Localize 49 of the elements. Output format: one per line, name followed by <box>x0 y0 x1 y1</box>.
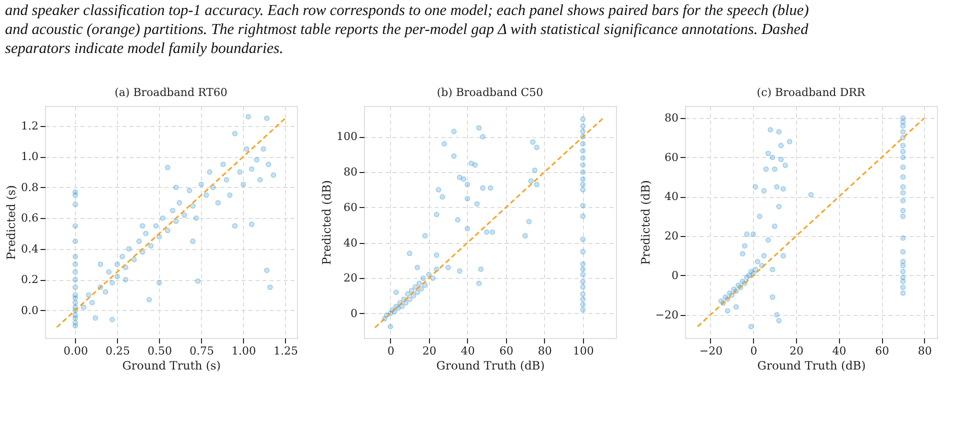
x-tick-label: 0.50 <box>147 344 172 358</box>
x-tick-label: 60 <box>875 344 890 358</box>
y-tick-label: 0 <box>672 268 678 282</box>
x-tick-label: 40 <box>832 344 846 358</box>
x-tick-label: 0.00 <box>63 344 88 358</box>
x-tick-label: 0.75 <box>189 344 214 358</box>
x-tick-label: 20 <box>422 344 436 358</box>
y-tick-label: 60 <box>664 150 678 164</box>
y-tick-label: 20 <box>344 272 358 285</box>
x-axis-title: Ground Truth (dB) <box>436 358 545 372</box>
y-axis-title: Predicted (s) <box>4 185 18 260</box>
x-tick-label: 1.25 <box>273 344 298 358</box>
text: and acoustic (orange) partitions. The rightmost table reports the per-model gap Δ with statistical significance annotations. Dashed <box>5 21 809 38</box>
y-tick-label: 40 <box>344 236 358 250</box>
x-tick-label: 80 <box>538 344 552 358</box>
y-tick-label: 1.2 <box>21 119 38 132</box>
text: and speaker classification top-1 accuracy. Each row corresponds to one model; each panel shows paired bars for the speech (blue) <box>5 2 809 20</box>
y-tick-label: 0.2 <box>21 273 38 286</box>
y-tick-label: 60 <box>344 200 358 214</box>
y-axis-title: Predicted (dB) <box>638 180 652 265</box>
chart-title: (c) Broadband DRR <box>756 86 866 99</box>
y-tick-label: 0 <box>350 306 358 320</box>
y-tick-label: 80 <box>664 112 678 125</box>
y-tick-label: −20 <box>655 308 678 322</box>
text: separators indicate model family boundaries. <box>5 40 284 58</box>
x-tick-label: 40 <box>460 344 475 358</box>
y-tick-label: 0.6 <box>21 212 38 225</box>
x-tick-label: 0 <box>750 344 758 358</box>
x-tick-label: 100 <box>572 344 594 358</box>
y-tick-label: 20 <box>664 230 678 243</box>
y-tick-label: 0.0 <box>21 304 38 317</box>
y-tick-label: 0.8 <box>21 180 38 194</box>
y-tick-label: 100 <box>336 130 358 144</box>
x-tick-label: −20 <box>699 344 723 358</box>
chart-title: (b) Broadband C50 <box>436 86 544 99</box>
x-axis-title: Ground Truth (dB) <box>757 358 866 372</box>
x-tick-label: 60 <box>499 344 514 358</box>
x-axis-title: Ground Truth (s) <box>122 358 221 372</box>
chart-title: (a) Broadband RT60 <box>114 86 228 99</box>
x-tick-label: 1.00 <box>231 344 256 358</box>
x-tick-label: 20 <box>790 344 804 358</box>
y-tick-label: 1.0 <box>21 150 38 164</box>
y-tick-label: 40 <box>664 190 678 204</box>
y-tick-label: 0.4 <box>21 242 38 256</box>
x-tick-label: 80 <box>918 344 932 358</box>
x-tick-label: 0 <box>387 344 394 358</box>
y-axis-title: Predicted (dB) <box>320 180 334 265</box>
x-tick-label: 0.25 <box>105 344 130 358</box>
y-tick-label: 80 <box>344 166 358 179</box>
